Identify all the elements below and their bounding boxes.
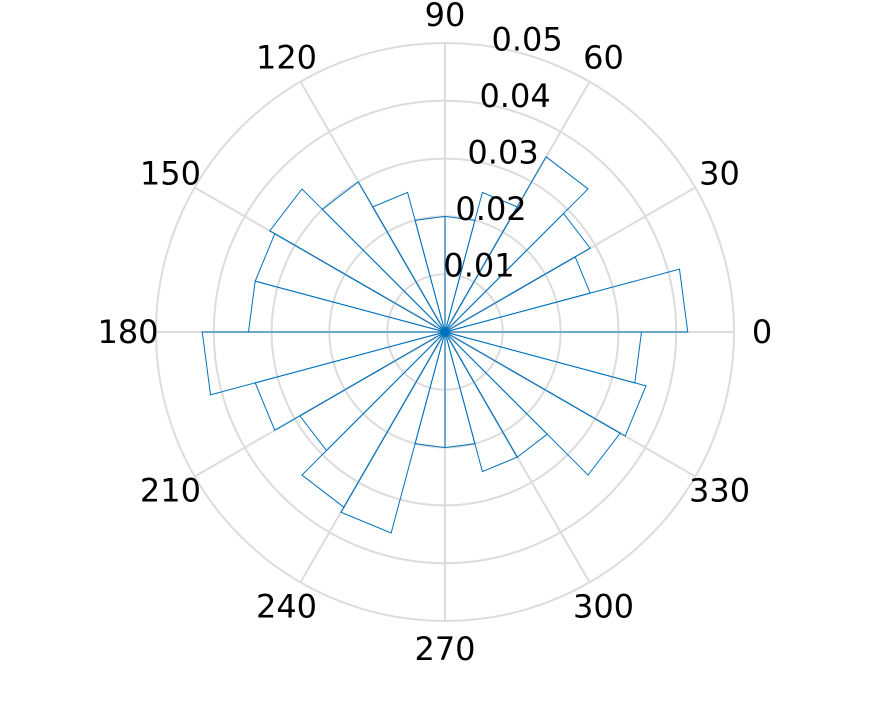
theta-tick-label: 210 (140, 472, 201, 510)
r-tick-label: 0.03 (467, 133, 538, 171)
theta-tick-label: 120 (256, 38, 317, 76)
histogram-bin (444, 331, 621, 476)
theta-tick-label: 30 (699, 155, 740, 193)
histogram-bin (301, 331, 446, 508)
histogram-bin (269, 188, 446, 333)
theta-tick-label: 150 (140, 155, 201, 193)
theta-tick-label: 240 (256, 588, 317, 626)
histogram-bin (444, 156, 589, 333)
histogram-bin (444, 331, 643, 384)
histogram-bin (321, 181, 446, 333)
tick-labels: 0 30 60 90 120 150 180 210 240 270 300 330 0.01 0.02 0… (97, 0, 772, 668)
theta-tick-label: 300 (573, 588, 634, 626)
theta-tick-label: 60 (583, 38, 624, 76)
theta-tick-label: 90 (425, 0, 466, 34)
theta-tick-label: 0 (752, 313, 772, 351)
histogram-bins (201, 156, 689, 534)
r-tick-label: 0.02 (455, 190, 526, 228)
histogram-bin (299, 331, 446, 452)
r-tick-label: 0.01 (443, 246, 514, 284)
theta-tick-label: 330 (689, 472, 750, 510)
r-tick-label: 0.04 (479, 77, 550, 115)
histogram-bin (444, 331, 548, 458)
theta-tick-label: 180 (97, 313, 158, 351)
r-tick-label: 0.05 (491, 20, 562, 58)
theta-tick-label: 270 (414, 630, 475, 668)
